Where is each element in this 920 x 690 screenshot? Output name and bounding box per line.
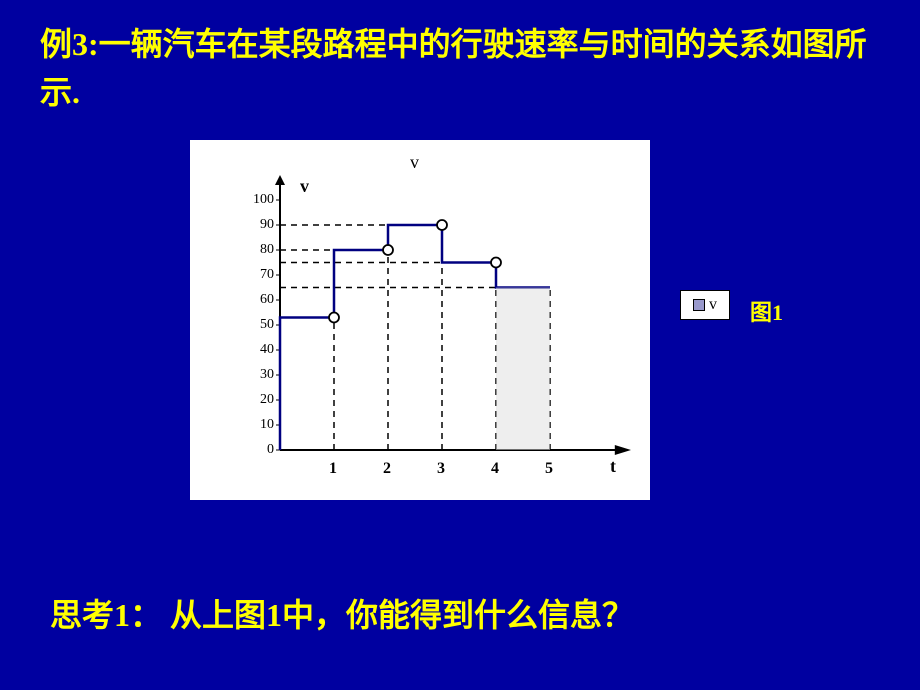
ytick-label: 80: [240, 242, 274, 258]
chart-title: v: [410, 152, 419, 173]
legend-label: v: [709, 296, 717, 314]
legend-swatch: [693, 299, 705, 311]
ytick-label: 10: [240, 417, 274, 433]
xtick-label: 1: [329, 460, 337, 478]
chart-area: v v t 0 10 20 30 40 50 60 70 80 90 100 1 2 3 4 5: [190, 140, 650, 500]
x-axis-label: t: [610, 456, 616, 477]
question-text: 思考1： 从上图1中，你能得到什么信息？: [50, 590, 634, 636]
ytick-label: 30: [240, 367, 274, 383]
y-axis-label: v: [300, 176, 309, 197]
xtick-label: 2: [383, 460, 391, 478]
ytick-label: 40: [240, 342, 274, 358]
figure-label: 图1: [750, 295, 783, 327]
ytick-label: 100: [240, 192, 274, 208]
legend: v: [680, 290, 730, 320]
ytick-label: 70: [240, 267, 274, 283]
xtick-label: 5: [545, 460, 553, 478]
xtick-label: 3: [437, 460, 445, 478]
ytick-label: 60: [240, 292, 274, 308]
ytick-label: 20: [240, 392, 274, 408]
ytick-label: 50: [240, 317, 274, 333]
xtick-label: 4: [491, 460, 499, 478]
slide-title: 例3:一辆汽车在某段路程中的行驶速率与时间的关系如图所示.: [0, 0, 920, 116]
ytick-label: 0: [240, 442, 274, 458]
ytick-label: 90: [240, 217, 274, 233]
